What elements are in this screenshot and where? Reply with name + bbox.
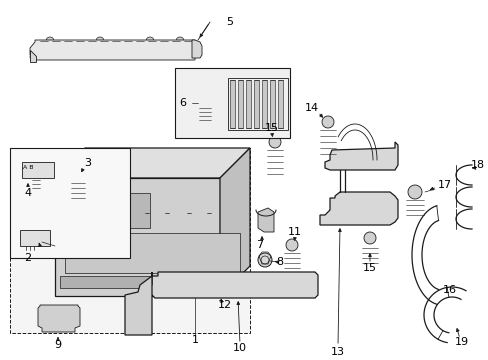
Polygon shape [192,40,202,58]
Ellipse shape [197,89,213,107]
Ellipse shape [105,154,131,166]
Bar [20,230,50,246]
Text: 18: 18 [470,160,484,170]
Polygon shape [229,80,235,128]
Text: 14: 14 [305,103,318,113]
Polygon shape [30,40,198,60]
Bar [65,193,105,228]
Bar [115,193,150,228]
Ellipse shape [164,277,184,293]
Bar [60,276,240,288]
Ellipse shape [96,37,104,45]
Ellipse shape [42,193,52,203]
Polygon shape [269,80,274,128]
Polygon shape [253,80,259,128]
Polygon shape [245,80,250,128]
Bar [10,148,130,258]
Text: 16: 16 [442,285,456,295]
Ellipse shape [176,37,183,45]
Ellipse shape [258,253,271,267]
Ellipse shape [285,277,305,293]
Ellipse shape [147,156,164,164]
Text: A B: A B [23,165,33,170]
Ellipse shape [210,281,224,295]
Ellipse shape [223,268,232,278]
Polygon shape [148,272,317,298]
Polygon shape [238,80,243,128]
Ellipse shape [407,185,421,199]
Polygon shape [325,142,397,170]
Polygon shape [278,80,283,128]
Ellipse shape [184,156,203,164]
Bar [227,78,287,130]
Ellipse shape [146,37,154,45]
Ellipse shape [72,169,84,181]
Ellipse shape [58,310,72,326]
Ellipse shape [207,277,227,293]
Text: 7: 7 [256,240,263,250]
Ellipse shape [223,193,232,203]
Polygon shape [262,80,266,128]
Ellipse shape [109,156,127,164]
Text: 3: 3 [84,158,91,168]
Ellipse shape [150,310,160,320]
Ellipse shape [223,233,232,243]
Ellipse shape [142,154,169,166]
Polygon shape [319,192,397,225]
Ellipse shape [31,173,41,183]
Text: 6: 6 [179,98,186,108]
Text: 15: 15 [264,123,279,133]
Ellipse shape [321,116,333,128]
Text: 17: 17 [437,180,451,190]
Text: 5: 5 [226,17,233,27]
Ellipse shape [41,310,55,326]
Text: 19: 19 [454,337,468,347]
Polygon shape [125,272,152,335]
Ellipse shape [67,154,93,166]
Text: 12: 12 [218,300,232,310]
Bar [65,233,240,273]
Ellipse shape [46,37,54,45]
Polygon shape [258,208,273,232]
Bar [10,148,249,333]
Text: 11: 11 [287,227,302,237]
Ellipse shape [42,233,52,243]
Text: 9: 9 [54,340,61,350]
Polygon shape [38,305,80,332]
Text: 13: 13 [330,347,345,357]
Ellipse shape [71,156,89,164]
Text: 4: 4 [24,188,32,198]
Bar [22,162,54,178]
Text: 1: 1 [191,335,198,345]
Ellipse shape [363,232,375,244]
Ellipse shape [268,136,281,148]
Bar [175,68,289,138]
Ellipse shape [181,154,206,166]
Text: 8: 8 [276,257,283,267]
Ellipse shape [251,277,271,293]
Text: 15: 15 [362,263,376,273]
Polygon shape [55,148,249,178]
Text: 10: 10 [232,343,246,353]
Text: 2: 2 [24,253,32,263]
Ellipse shape [285,239,297,251]
Polygon shape [55,178,220,296]
Polygon shape [30,50,36,62]
Polygon shape [220,148,249,296]
Ellipse shape [42,268,52,278]
Ellipse shape [125,308,139,322]
